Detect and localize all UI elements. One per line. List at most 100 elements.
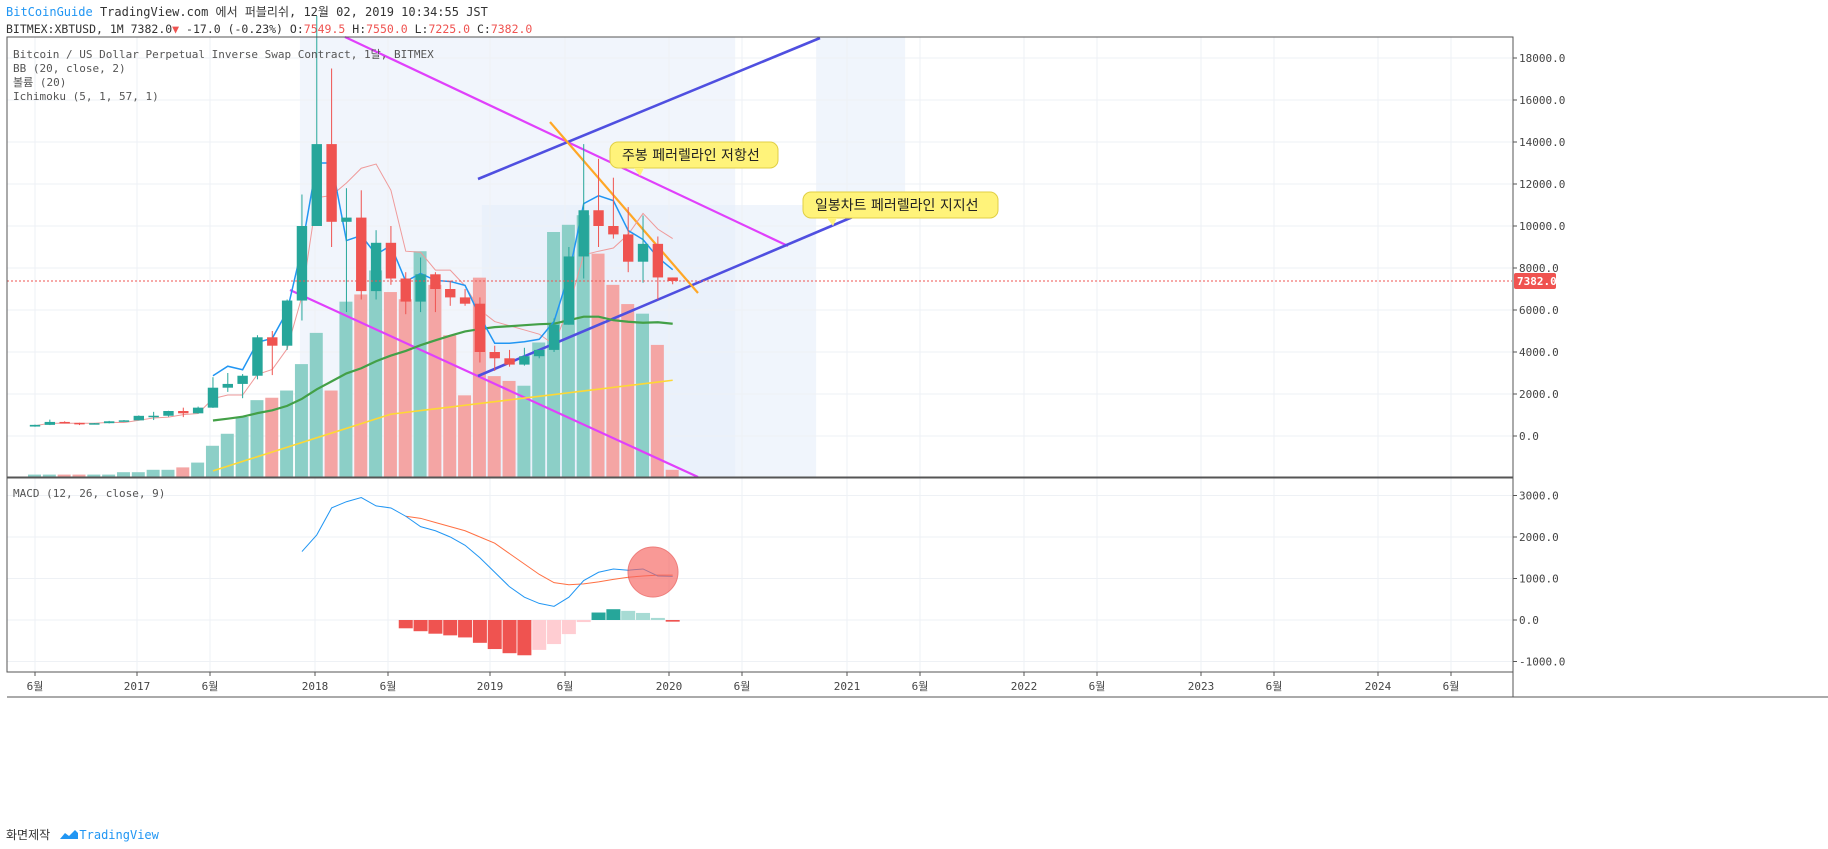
change-value: -17.0 (-0.23%) — [186, 22, 283, 36]
support-annotation-text: 일봉차트 페러렐라인 지지선 — [815, 198, 978, 214]
volume-bar — [458, 395, 472, 477]
candle-body — [430, 274, 441, 289]
macd-histogram-bar — [591, 612, 606, 620]
ichimoku-legend: Ichimoku (5, 1, 57, 1) — [13, 90, 159, 103]
volume-bar — [42, 474, 56, 477]
volume-bar — [116, 472, 130, 477]
candle-body — [534, 349, 545, 357]
time-tick-label: 6월 — [27, 680, 44, 693]
macd-histogram-bar — [502, 620, 517, 654]
macd-histogram-bar — [636, 612, 651, 620]
candle-body — [608, 226, 619, 235]
time-tick-label: 6월 — [380, 680, 397, 693]
time-tick-label: 6월 — [1443, 680, 1460, 693]
high-value: 7550.0 — [366, 22, 408, 36]
volume-bar — [398, 299, 412, 477]
volume-bar — [339, 301, 353, 477]
ichimoku-lead-line — [212, 379, 673, 472]
candle-body — [207, 387, 219, 408]
candle-body — [267, 337, 278, 346]
macd-histogram-bar — [413, 620, 428, 632]
macd-histogram-bar — [443, 620, 458, 636]
candle-body — [252, 337, 263, 376]
candle-body — [103, 421, 115, 424]
volume-bar — [591, 253, 605, 477]
macd-tick-label: 1000.0 — [1519, 573, 1559, 586]
volume-bar — [28, 474, 41, 477]
time-tick-label: 2018 — [302, 680, 329, 693]
bb-legend: BB (20, close, 2) — [13, 62, 126, 75]
candle-body — [637, 243, 649, 262]
macd-tick-label: 0.0 — [1519, 614, 1539, 627]
candle-body — [29, 424, 41, 427]
volume-bar — [650, 344, 664, 477]
candle-body — [504, 358, 515, 365]
macd-histogram-bar — [458, 620, 473, 638]
macd-tick-label: 3000.0 — [1519, 490, 1559, 503]
open-label: O: — [289, 22, 304, 36]
volume-bar — [487, 376, 501, 477]
volume-bar — [309, 332, 323, 477]
price-tick-label: 6000.0 — [1519, 304, 1559, 317]
volume-bar — [532, 342, 546, 477]
descending-trendline — [549, 121, 699, 294]
price-tick-label: 4000.0 — [1519, 346, 1559, 359]
volume-bar — [502, 380, 516, 477]
volume-bar — [383, 292, 397, 477]
tradingview-logo-icon — [60, 830, 79, 839]
macd-histogram-bar — [665, 620, 680, 622]
macd-legend: MACD (12, 26, close, 9) — [13, 487, 165, 500]
time-tick-label: 6월 — [202, 680, 219, 693]
footer: 화면제작 TradingView — [6, 826, 159, 843]
close-label: C: — [476, 22, 491, 36]
chart-header: BitCoinGuide TradingView.com 에서 퍼블리쉬, 12… — [6, 4, 532, 38]
candle-body — [281, 300, 293, 346]
volume-legend: 볼륨 (20) — [13, 76, 66, 89]
candle-body — [74, 422, 85, 425]
volume-bar — [265, 397, 279, 477]
macd-histogram-bar — [650, 617, 665, 620]
high-label: H: — [352, 22, 367, 36]
candle-body — [163, 411, 174, 416]
macd-histogram-bar — [547, 620, 562, 645]
macd-histogram-bar — [428, 620, 443, 634]
candle-body — [563, 256, 575, 325]
macd-histogram-bar — [576, 620, 591, 623]
candle-body — [356, 217, 367, 292]
candle-body — [311, 144, 322, 226]
candle-body — [489, 352, 500, 359]
candle-body — [59, 421, 70, 424]
down-arrow-icon: ▼ — [172, 22, 180, 36]
price-tick-label: 8000.0 — [1519, 262, 1559, 275]
candle-body — [652, 243, 664, 278]
time-tick-label: 2023 — [1188, 680, 1215, 693]
candle-body — [44, 421, 56, 425]
author-link[interactable]: BitCoinGuide — [6, 5, 93, 19]
time-tick-label: 2019 — [477, 680, 504, 693]
candle-body — [474, 303, 486, 352]
macd-tick-label: -1000.0 — [1519, 656, 1565, 669]
volume-bar — [369, 270, 383, 477]
volume-bar — [428, 284, 442, 477]
price-tick-label: 14000.0 — [1519, 136, 1565, 149]
volume-bar — [636, 313, 650, 477]
price-tick-label: 16000.0 — [1519, 94, 1565, 107]
price-tick-label: 12000.0 — [1519, 178, 1565, 191]
ohlc-line: BITMEX:XBTUSD, 1M 7382.0▼ -17.0 (-0.23%)… — [6, 21, 532, 38]
time-tick-label: 6월 — [734, 680, 751, 693]
candle-body — [237, 375, 248, 384]
candle-body — [400, 278, 411, 302]
macd-histogram-bar — [398, 620, 413, 629]
volume-bar — [443, 335, 457, 477]
price-tick-label: 0.0 — [1519, 430, 1539, 443]
tradingview-link[interactable]: TradingView — [79, 828, 159, 842]
candle-body — [519, 356, 530, 365]
chart-title: Bitcoin / US Dollar Perpetual Inverse Sw… — [13, 48, 434, 61]
resistance-annotation-text: 주봉 페러렐라인 저항선 — [622, 148, 760, 164]
macd-histogram-bar — [532, 620, 547, 650]
candle-body — [326, 144, 337, 222]
macd-histogram-bar — [561, 620, 576, 635]
publish-line: BitCoinGuide TradingView.com 에서 퍼블리쉬, 12… — [6, 4, 532, 21]
candle-body — [89, 423, 100, 425]
